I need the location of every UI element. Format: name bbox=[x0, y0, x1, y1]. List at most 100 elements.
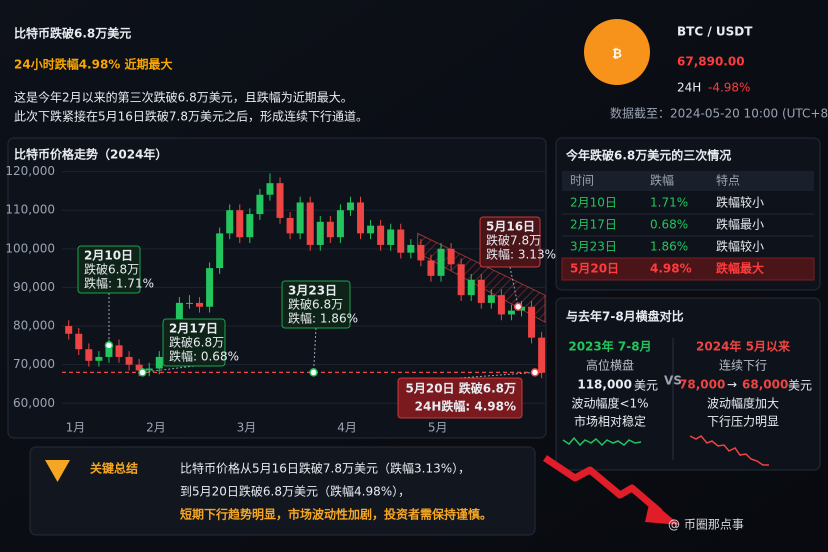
table-cell: 跌幅最大 bbox=[716, 261, 764, 276]
sparkline-flat bbox=[562, 436, 642, 447]
timestamp: 数据截至：2024-05-20 10:00 (UTC+8) bbox=[610, 106, 828, 121]
annotation-dot bbox=[138, 368, 147, 377]
table-cell: 2月17日 bbox=[570, 218, 617, 232]
x-tick-label: 4月 bbox=[337, 421, 357, 435]
decor-arrowhead bbox=[645, 500, 680, 525]
left-title: 2023年 7-8月 bbox=[568, 339, 651, 354]
right-line: 波动幅度加大 bbox=[707, 396, 779, 411]
x-tick-label: 5月 bbox=[428, 421, 448, 435]
candle-body bbox=[326, 221, 334, 238]
title: 比特币跌破6.8万美元 bbox=[14, 26, 131, 41]
annotation-text: 2月10日 bbox=[84, 249, 133, 263]
vs: VS bbox=[664, 374, 682, 388]
candle-body bbox=[477, 279, 485, 303]
x-tick-label: 3月 bbox=[237, 421, 257, 435]
table-cell: 跌幅最小 bbox=[716, 217, 764, 232]
candle-body bbox=[437, 248, 445, 276]
right-unit: 美元 bbox=[788, 379, 812, 393]
table-cell: 跌幅较小 bbox=[716, 195, 764, 210]
right-line: 下行压力明显 bbox=[707, 415, 779, 429]
y-tick-label: 100,000 bbox=[5, 241, 55, 255]
y-tick-label: 120,000 bbox=[5, 164, 55, 178]
y-tick-label: 80,000 bbox=[13, 319, 55, 333]
candle-body bbox=[507, 310, 515, 315]
candle-body bbox=[276, 183, 284, 218]
table-header: 特点 bbox=[716, 173, 740, 188]
annotation-text: 5月20日 跌破6.8万 bbox=[406, 381, 517, 396]
x-tick-label: 1月 bbox=[66, 421, 86, 435]
candle-body bbox=[85, 349, 93, 361]
annotation-text: 跌幅: 3.13% bbox=[486, 247, 556, 262]
annotation-text: 跌破7.8万 bbox=[486, 233, 541, 248]
annotation-connector bbox=[142, 365, 195, 373]
candle-body bbox=[246, 214, 254, 238]
annotation-text: 跌破6.8万 bbox=[169, 335, 224, 350]
candle-body bbox=[286, 217, 294, 234]
candle-body bbox=[95, 356, 103, 361]
candle-body bbox=[135, 364, 143, 371]
candle-body bbox=[316, 221, 324, 245]
summary-line: 短期下行趋势明显，市场波动性加剧，投资者需保持谨慎。 bbox=[180, 507, 492, 522]
candle-body bbox=[457, 264, 465, 296]
candle-body bbox=[216, 233, 224, 269]
y-tick-label: 90,000 bbox=[13, 280, 55, 294]
annotation-connector bbox=[313, 327, 317, 373]
candle-body bbox=[346, 202, 354, 211]
annotation-box bbox=[397, 377, 523, 419]
left-price: 118,000 bbox=[577, 378, 632, 392]
left-sub: 高位横盘 bbox=[586, 358, 634, 373]
annotation-text: 跌幅: 1.71% bbox=[84, 276, 154, 291]
candle-body bbox=[125, 356, 133, 365]
candle-body bbox=[236, 210, 244, 238]
annotation-text: 跌破6.8万 bbox=[84, 262, 139, 277]
candle-body bbox=[377, 225, 385, 245]
candle-body bbox=[175, 302, 183, 327]
candle-body bbox=[145, 368, 153, 371]
annotation-box bbox=[77, 245, 141, 294]
candle-body bbox=[497, 295, 505, 315]
left-unit: 美元 bbox=[634, 379, 658, 393]
candle-body bbox=[256, 194, 264, 215]
left-line: 波动幅度<1% bbox=[571, 396, 648, 411]
summary-line: 到5月20日跌破6.8万美元（跌幅4.98%）， bbox=[180, 484, 410, 499]
candle-body bbox=[65, 326, 73, 334]
left-line: 市场相对稳定 bbox=[574, 414, 646, 429]
change: -4.98% bbox=[708, 81, 750, 95]
y-tick-label: 110,000 bbox=[5, 203, 55, 217]
table-cell: 5月20日 bbox=[570, 262, 619, 276]
comparison-panel bbox=[555, 297, 821, 471]
table-cell: 1.86% bbox=[650, 240, 688, 254]
candle-body bbox=[266, 183, 274, 195]
right-to: 68,000 bbox=[742, 378, 788, 392]
annotation-text: 跌破6.8万 bbox=[288, 297, 343, 312]
candle-body bbox=[357, 202, 365, 234]
table-cell: 3月23日 bbox=[570, 240, 617, 254]
right-sub: 连续下行 bbox=[719, 358, 767, 373]
x-tick-label: 2月 bbox=[146, 421, 166, 435]
annotation-box bbox=[281, 280, 351, 329]
summary-label: 关键总结 bbox=[90, 461, 138, 476]
change-label: 24H bbox=[677, 81, 701, 95]
decor-arrow bbox=[543, 455, 663, 515]
candle-body bbox=[196, 302, 204, 307]
candle-body bbox=[417, 244, 425, 261]
logo-symbol: ₿ bbox=[612, 47, 622, 61]
table-cell: 跌幅较小 bbox=[716, 239, 764, 254]
candle-body bbox=[115, 345, 123, 357]
right-from: 78,000 bbox=[679, 378, 725, 392]
annotation-text: 24H跌幅: 4.98% bbox=[415, 399, 516, 414]
btc-logo bbox=[584, 19, 650, 85]
table-cell: 4.98% bbox=[650, 262, 692, 276]
description: 此次下跌紧接在5月16日跌破7.8万美元之后，形成连续下行通道。 bbox=[14, 109, 368, 124]
summary-panel bbox=[29, 446, 536, 536]
table-cell: 1.71% bbox=[650, 196, 688, 210]
candle-body bbox=[427, 260, 435, 276]
symbol: BTC / USDT bbox=[677, 25, 753, 39]
candle-body bbox=[185, 302, 193, 304]
table-cell: 2月10日 bbox=[570, 196, 617, 210]
table-cell: 0.68% bbox=[650, 218, 688, 232]
description: 这是今年2月以来的第三次跌破6.8万美元，且跌幅为近期最大。 bbox=[14, 90, 353, 105]
candle-body bbox=[487, 295, 495, 303]
candle-body bbox=[528, 306, 536, 338]
candle-body bbox=[296, 202, 304, 234]
